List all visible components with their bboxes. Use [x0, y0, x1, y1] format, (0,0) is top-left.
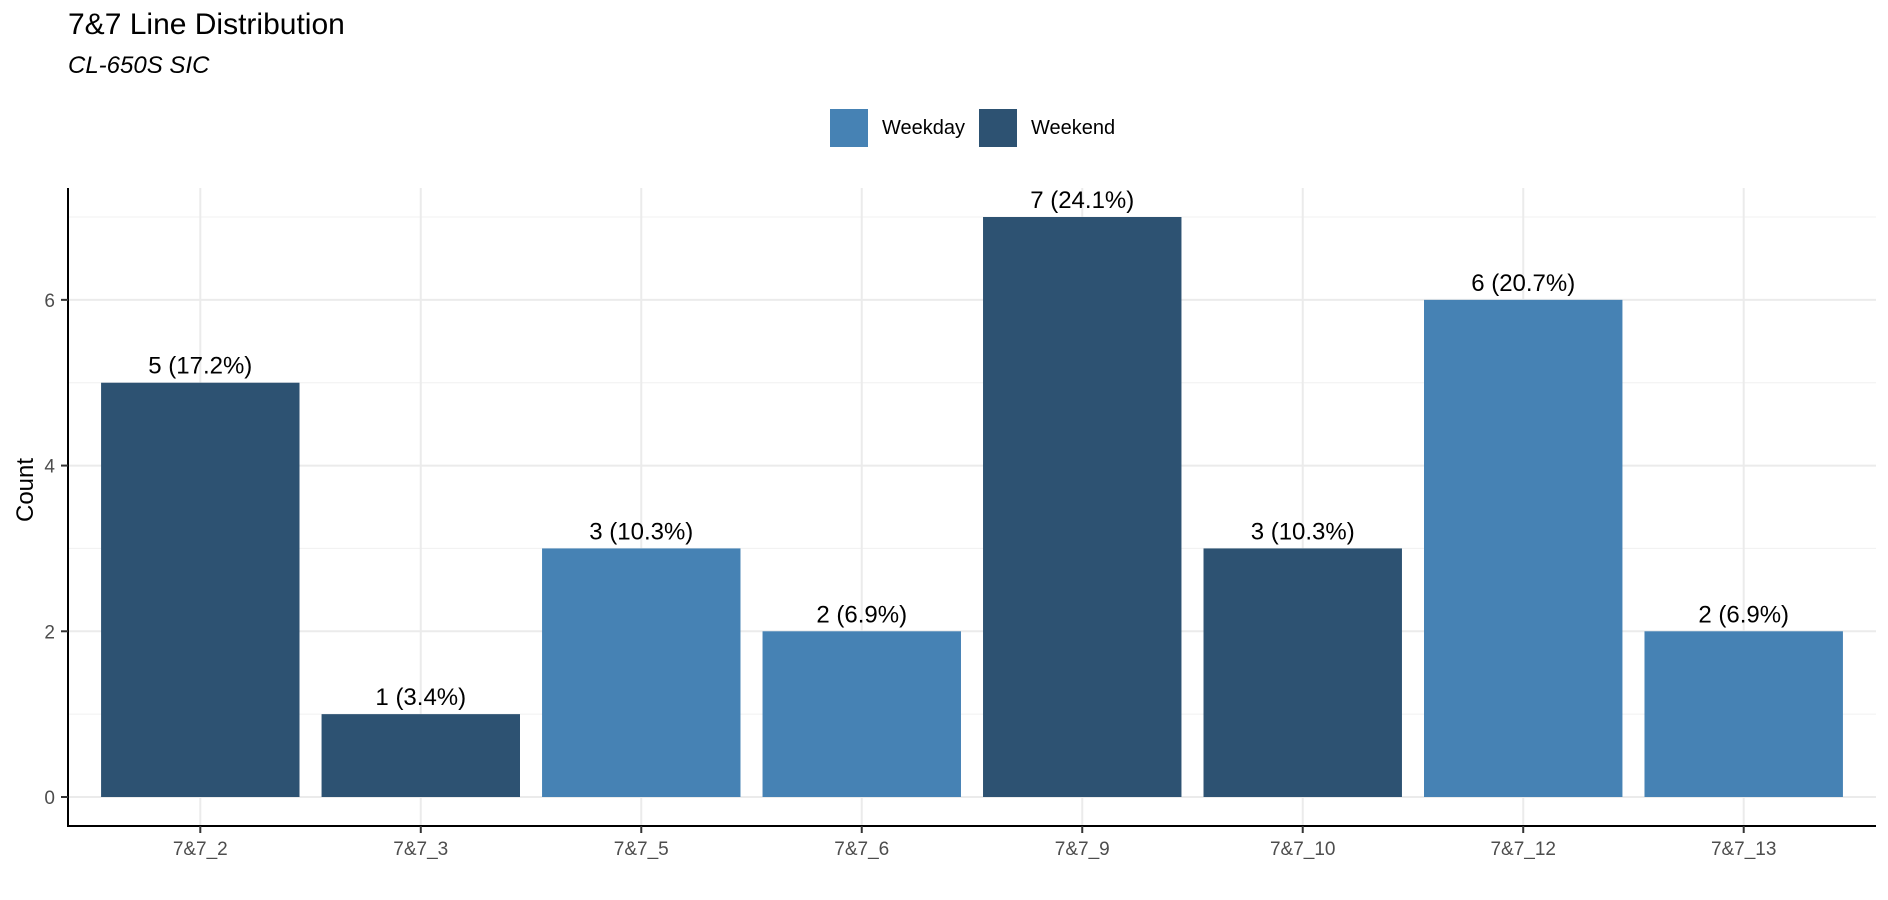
bar-7&7_2: [101, 382, 300, 797]
x-tick-label: 7&7_2: [173, 839, 228, 860]
axes: 0 2 4 6 7&7_2 7&7_3 7&7_5 7&7_6 7&7_9 7&7_10 7&7_1…: [44, 188, 1876, 860]
chart-subtitle: CL-650S SIC: [68, 52, 210, 79]
x-tick-label: 7&7_5: [614, 839, 669, 860]
y-tick-label: 2: [44, 622, 55, 643]
legend-label-weekend: Weekend: [1031, 116, 1116, 139]
y-tick-label: 6: [44, 291, 55, 312]
data-label-7&7_9: 7 (24.1%): [1030, 187, 1134, 214]
x-tick-label: 7&7_9: [1055, 839, 1110, 860]
legend-item-weekday: Weekday: [830, 109, 965, 147]
legend-label-weekday: Weekday: [882, 116, 966, 139]
data-label-7&7_2: 5 (17.2%): [148, 353, 252, 380]
y-tick-label: 4: [44, 457, 55, 478]
x-tick-label: 7&7_6: [834, 839, 889, 860]
data-label-7&7_10: 3 (10.3%): [1251, 518, 1355, 545]
x-tick-label: 7&7_13: [1711, 839, 1777, 860]
chart-title: 7&7 Line Distribution: [68, 8, 345, 41]
bar-7&7_13: [1644, 631, 1843, 797]
data-labels: 5 (17.2%) 1 (3.4%) 3 (10.3%) 2 (6.9%) 7 (24.…: [148, 187, 1789, 711]
bar-7&7_5: [542, 548, 741, 797]
y-tick-label: 0: [44, 788, 55, 809]
data-label-7&7_6: 2 (6.9%): [816, 601, 907, 628]
data-label-7&7_13: 2 (6.9%): [1698, 601, 1789, 628]
data-label-7&7_3: 1 (3.4%): [375, 684, 466, 711]
legend-item-weekend: Weekend: [979, 109, 1115, 147]
y-axis-title: Count: [12, 458, 39, 522]
bar-7&7_9: [983, 217, 1182, 797]
data-label-7&7_5: 3 (10.3%): [589, 518, 693, 545]
x-tick-label: 7&7_10: [1270, 839, 1336, 860]
legend-key-weekend: [979, 109, 1018, 147]
bar-7&7_3: [321, 714, 520, 797]
legend-key-weekday: [830, 109, 868, 147]
data-label-7&7_12: 6 (20.7%): [1471, 270, 1575, 297]
bar-7&7_6: [762, 631, 961, 797]
bar-7&7_12: [1424, 299, 1623, 797]
bar-7&7_10: [1203, 548, 1402, 797]
x-tick-label: 7&7_3: [393, 839, 448, 860]
bars: [101, 217, 1843, 797]
x-tick-label: 7&7_12: [1490, 839, 1556, 860]
legend: Weekday Weekend: [830, 109, 1129, 147]
